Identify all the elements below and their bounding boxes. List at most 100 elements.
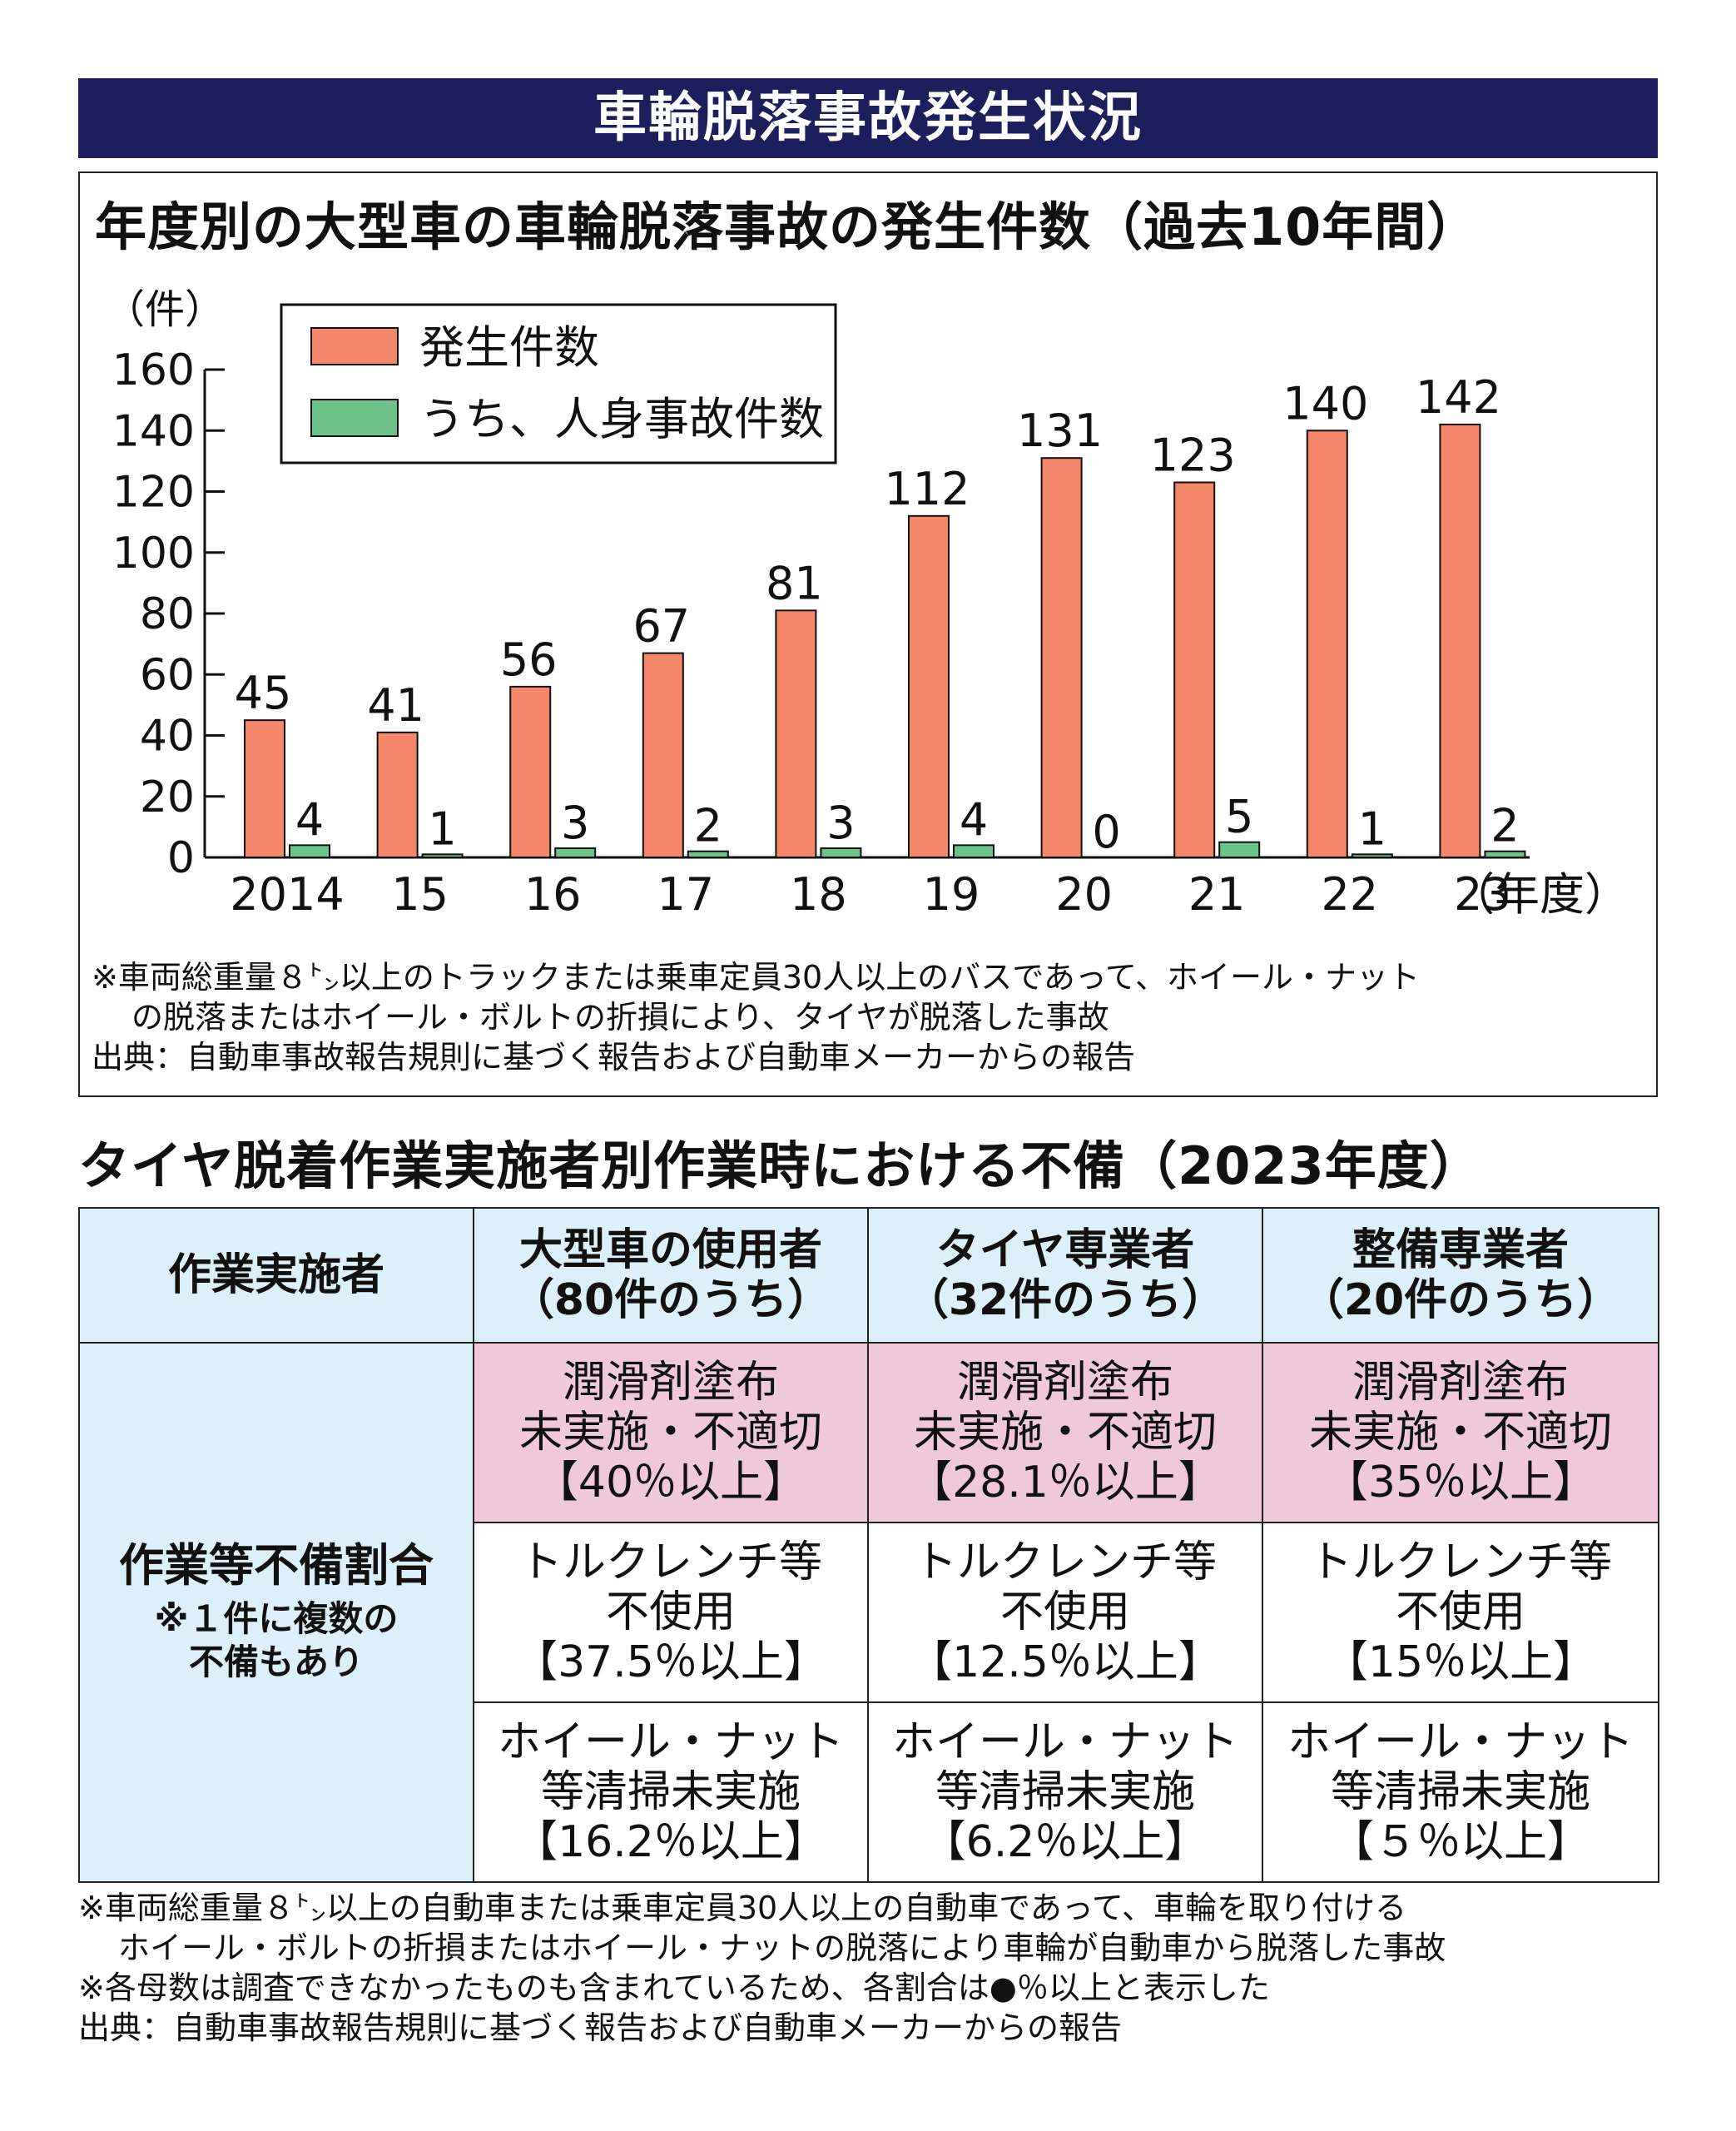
cell-line: トルクレンチ等 <box>913 1537 1217 1587</box>
bar-total <box>775 609 817 859</box>
x-tick-label: 20 <box>1055 868 1113 921</box>
data-label-total: 131 <box>1017 405 1103 457</box>
cell-percent: 【28.1％以上】 <box>909 1458 1222 1508</box>
bar-total <box>244 719 285 858</box>
data-label-injury: 4 <box>960 793 988 846</box>
bar-chart: 020406080100120140160（件）4542014411155631… <box>105 286 1629 921</box>
bar-total <box>509 685 552 859</box>
bar-total <box>1040 457 1083 858</box>
cell-line: 未実施・不適切 <box>518 1408 822 1458</box>
cell-line: 潤滑剤塗布 <box>562 1358 779 1408</box>
data-label-total: 140 <box>1282 377 1368 430</box>
data-label-injury: 1 <box>428 802 456 855</box>
chart-note-line: ※車両総重量８㌧以上のトラックまたは乗車定員30人以上のバスであって、ホイール・… <box>92 959 1421 996</box>
table-note-line: ※各母数は調査できなかったものも含まれているため、各割合は●％以上と表示した <box>78 1970 1270 2006</box>
table-cell: 潤滑剤塗布 未実施・不適切 【40％以上】 <box>473 1342 869 1523</box>
row-header-sub: 不備もあり <box>188 1642 364 1682</box>
cell-line: 不使用 <box>1395 1587 1525 1637</box>
chart-notes: ※車両総重量８㌧以上のトラックまたは乗車定員30人以上のバスであって、ホイール・… <box>92 957 1420 1077</box>
header-maintenance-line1: 整備専業者 <box>1352 1225 1569 1275</box>
x-tick-label: 15 <box>391 868 449 921</box>
data-label-total: 112 <box>884 463 970 515</box>
bar-total <box>376 731 419 859</box>
table-source: 出典：自動車事故報告規則に基づく報告および自動車メーカーからの報告 <box>78 2009 1123 2046</box>
x-tick-label: 23 <box>1454 868 1511 921</box>
cell-line: トルクレンチ等 <box>518 1537 822 1587</box>
cell-percent: 【37.5％以上】 <box>514 1637 827 1687</box>
data-label-injury: 4 <box>295 793 324 846</box>
cell-line: 等清掃未実施 <box>935 1767 1195 1817</box>
table-cell: ホイール・ナット 等清掃未実施 【５％以上】 <box>1262 1701 1659 1883</box>
table-note-line: ホイール・ボルトの折損またはホイール・ナットの脱落により車輪が自動車から脱落した… <box>118 1930 1446 1966</box>
x-tick-label: 22 <box>1321 868 1378 921</box>
chart-panel: 年度別の大型車の車輪脱落事故の発生件数（過去10年間） 0 20 40 60 80 100… <box>78 171 1658 1097</box>
row-header-main: 作業等不備割合 <box>119 1539 434 1592</box>
data-label-total: 56 <box>500 633 558 686</box>
y-axis-label: （件） <box>105 286 225 333</box>
cell-line: 不使用 <box>999 1587 1130 1637</box>
cell-line: ホイール・ナット <box>497 1717 844 1767</box>
x-tick-label: 16 <box>524 868 582 921</box>
data-label-injury: 5 <box>1225 791 1253 843</box>
x-tick-label: 17 <box>657 868 714 921</box>
row-header-sub: ※１件に複数の <box>154 1598 399 1639</box>
bar-total <box>908 514 950 858</box>
deficiency-table: 作業実施者 大型車の使用者 （80件のうち） タイヤ専業者 （32件のうち） 整… <box>78 1207 1659 1883</box>
bar-injury <box>953 844 994 858</box>
header-user: 大型車の使用者 （80件のうち） <box>473 1207 869 1344</box>
bar-total <box>1306 430 1348 858</box>
y-tick-label: 40 <box>140 712 195 762</box>
chart-note-line: の脱落またはホイール・ボルトの折損により、タイヤが脱落した事故 <box>131 999 1109 1036</box>
header-tire-shop-line1: タイヤ専業者 <box>935 1225 1195 1275</box>
bar-injury <box>1484 850 1526 858</box>
cell-percent: 【35％以上】 <box>1324 1458 1597 1508</box>
header-user-line2: （80件のうち） <box>510 1275 831 1325</box>
x-tick-label: 21 <box>1188 868 1246 921</box>
cell-line: 潤滑剤塗布 <box>956 1358 1173 1408</box>
y-tick-label: 100 <box>112 529 195 579</box>
y-tick-label: 0 <box>167 833 195 883</box>
legend-swatch-injury <box>310 399 399 437</box>
data-label-injury: 2 <box>1490 800 1519 852</box>
bar-total <box>1173 481 1216 858</box>
data-label-injury: 3 <box>561 797 589 849</box>
table-cell: トルクレンチ等 不使用 【37.5％以上】 <box>473 1522 869 1703</box>
table-cell: ホイール・ナット 等清掃未実施 【16.2％以上】 <box>473 1701 869 1883</box>
bar-total <box>1439 423 1481 858</box>
table-notes: ※車両総重量８㌧以上の自動車または乗車定員30人以上の自動車であって、車輪を取り… <box>78 1888 1446 2048</box>
bar-injury <box>1218 841 1261 858</box>
table-cell: 潤滑剤塗布 未実施・不適切 【35％以上】 <box>1262 1342 1659 1523</box>
y-tick-label: 140 <box>112 406 195 456</box>
bar-injury <box>289 844 330 858</box>
y-tick-label: 20 <box>140 772 195 822</box>
y-tick-label: 60 <box>140 650 195 700</box>
cell-percent: 【15％以上】 <box>1324 1637 1597 1687</box>
chart-title: 年度別の大型車の車輪脱落事故の発生件数（過去10年間） <box>95 196 1480 257</box>
cell-percent: 【12.5％以上】 <box>909 1637 1222 1687</box>
cell-line: 未実施・不適切 <box>913 1408 1217 1458</box>
data-label-total: 45 <box>235 667 292 719</box>
legend-swatch-total <box>310 327 399 365</box>
cell-line: 未実施・不適切 <box>1308 1408 1612 1458</box>
header-maintenance-shop: 整備専業者 （20件のうち） <box>1262 1207 1659 1344</box>
cell-line: 潤滑剤塗布 <box>1352 1358 1569 1408</box>
x-tick-label: 2014 <box>230 868 344 921</box>
cell-line: 等清掃未実施 <box>540 1767 801 1817</box>
cell-percent: 【５％以上】 <box>1330 1817 1590 1867</box>
data-label-total: 123 <box>1150 430 1236 482</box>
cell-line: トルクレンチ等 <box>1308 1537 1612 1587</box>
data-label-injury: 1 <box>1358 802 1386 855</box>
chart-source: 出典：自動車事故報告規則に基づく報告および自動車メーカーからの報告 <box>92 1039 1136 1075</box>
cell-percent: 【6.2％以上】 <box>922 1817 1208 1867</box>
x-axis-label: （年度） <box>1450 868 1629 921</box>
cell-percent: 【40％以上】 <box>534 1458 807 1508</box>
bar-injury <box>421 853 464 859</box>
cell-line: ホイール・ナット <box>891 1717 1238 1767</box>
x-tick-label: 18 <box>790 868 847 921</box>
header-maintenance-line2: （20件のうち） <box>1300 1275 1621 1325</box>
header-user-line1: 大型車の使用者 <box>518 1225 822 1275</box>
data-label-injury: 0 <box>1092 806 1120 858</box>
cell-line: 不使用 <box>605 1587 736 1637</box>
cell-percent: 【16.2％以上】 <box>514 1817 827 1867</box>
banner-title: 車輪脱落事故発生状況 <box>78 78 1658 158</box>
